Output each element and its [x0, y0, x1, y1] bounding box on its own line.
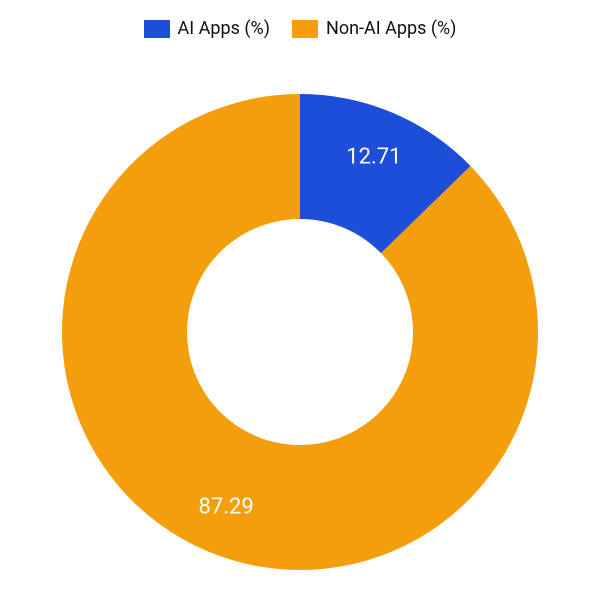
value-label-non-ai: 87.29	[198, 495, 253, 520]
chart-frame: AI Apps (%) Non-AI Apps (%) 12.71 87.29	[0, 0, 600, 600]
donut-chart	[0, 0, 600, 600]
value-label-ai: 12.71	[346, 144, 401, 169]
